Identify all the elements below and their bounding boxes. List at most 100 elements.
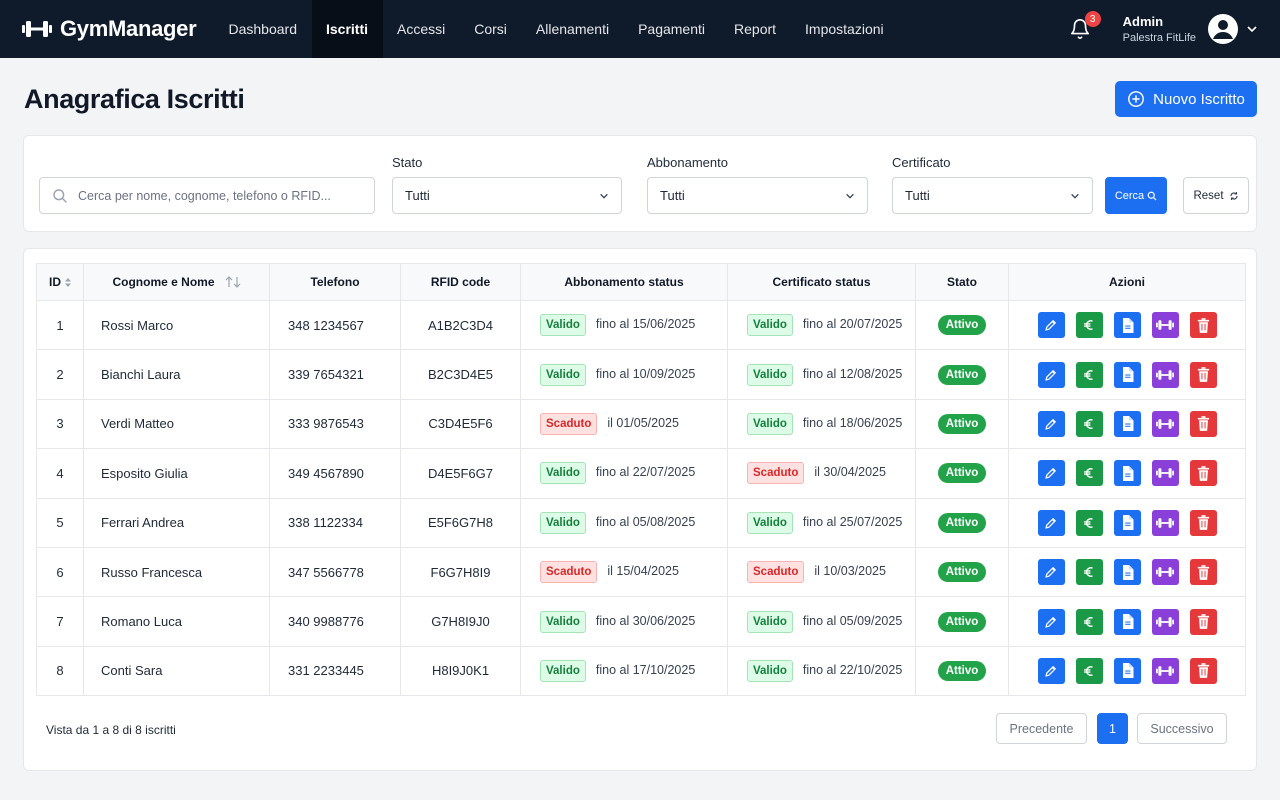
delete-button[interactable] <box>1189 509 1217 536</box>
notifications-button[interactable]: 3 <box>1069 11 1101 41</box>
workout-button[interactable] <box>1151 460 1179 487</box>
search-field[interactable] <box>39 177 375 214</box>
document-button[interactable] <box>1113 361 1141 388</box>
col-id[interactable]: ID <box>36 263 84 301</box>
search-button[interactable]: Cerca <box>1105 177 1167 214</box>
new-member-label: Nuovo Iscritto <box>1153 90 1245 108</box>
table-header-row: ID Cognome e Nome Telefono RFID code Abb… <box>36 263 1246 301</box>
document-icon <box>1121 663 1134 679</box>
table-row[interactable]: 4 Esposito Giulia 349 4567890 D4E5F6G7 Valid… <box>36 448 1246 499</box>
euro-icon <box>1082 564 1096 580</box>
table-row[interactable]: 7 Romano Luca 340 9988776 G7H8I9J0 Valido fin… <box>36 596 1246 647</box>
delete-button[interactable] <box>1189 657 1217 684</box>
filter-abbonamento-select[interactable]: Tutti <box>647 177 868 214</box>
col-name[interactable]: Cognome e Nome <box>83 263 270 301</box>
next-page-button[interactable]: Successivo <box>1137 713 1227 744</box>
document-icon <box>1121 564 1134 580</box>
cell-phone: 331 2233445 <box>269 646 401 697</box>
payment-button[interactable] <box>1075 312 1103 339</box>
search-input[interactable] <box>78 188 358 203</box>
cell-actions <box>1008 498 1246 548</box>
filter-certificato-select[interactable]: Tutti <box>892 177 1093 214</box>
document-button[interactable] <box>1113 559 1141 586</box>
edit-button[interactable] <box>1037 361 1065 388</box>
edit-button[interactable] <box>1037 410 1065 437</box>
topbar-right: 3 Admin Palestra FitLife <box>1069 0 1258 58</box>
edit-button[interactable] <box>1037 312 1065 339</box>
cell-phone: 338 1122334 <box>269 498 401 548</box>
delete-button[interactable] <box>1189 460 1217 487</box>
state-pill: Attivo <box>937 413 987 434</box>
nav-impostazioni[interactable]: Impostazioni <box>805 21 884 37</box>
workout-button[interactable] <box>1151 657 1179 684</box>
cell-rfid: A1B2C3D4 <box>400 300 521 351</box>
document-button[interactable] <box>1113 608 1141 635</box>
table-row[interactable]: 1 Rossi Marco 348 1234567 A1B2C3D4 Valido fin… <box>36 300 1246 351</box>
nav-corsi[interactable]: Corsi <box>474 21 507 37</box>
table-row[interactable]: 5 Ferrari Andrea 338 1122334 E5F6G7H8 Valido… <box>36 498 1246 548</box>
payment-button[interactable] <box>1075 509 1103 536</box>
cell-phone: 333 9876543 <box>269 399 401 450</box>
edit-icon <box>1044 466 1058 480</box>
document-button[interactable] <box>1113 460 1141 487</box>
edit-button[interactable] <box>1037 559 1065 586</box>
user-info[interactable]: Admin Palestra FitLife <box>1123 14 1196 44</box>
nav-accessi[interactable]: Accessi <box>397 21 446 37</box>
chevron-down-icon[interactable] <box>1246 23 1258 35</box>
edit-button[interactable] <box>1037 657 1065 684</box>
table-row[interactable]: 6 Russo Francesca 347 5566778 F6G7H8I9 Scadu… <box>36 547 1246 598</box>
payment-button[interactable] <box>1075 361 1103 388</box>
search-icon <box>1147 191 1157 200</box>
payment-button[interactable] <box>1075 460 1103 487</box>
new-member-button[interactable]: Nuovo Iscritto <box>1115 81 1257 117</box>
nav-pagamenti[interactable]: Pagamenti <box>638 21 706 37</box>
nav-iscritti[interactable]: Iscritti <box>311 0 383 58</box>
page-1-button[interactable]: 1 <box>1097 713 1128 744</box>
nav-dashboard[interactable]: Dashboard <box>228 21 298 37</box>
cell-cert-status: Valido fino al 25/07/2025 <box>727 498 916 548</box>
reset-button[interactable]: Reset <box>1183 177 1249 214</box>
euro-icon <box>1082 317 1096 333</box>
sort-icon <box>225 276 240 288</box>
brand[interactable]: GymManager <box>0 16 214 42</box>
document-button[interactable] <box>1113 509 1141 536</box>
nav-report[interactable]: Report <box>734 21 777 37</box>
workout-button[interactable] <box>1151 312 1179 339</box>
edit-button[interactable] <box>1037 509 1065 536</box>
workout-button[interactable] <box>1151 608 1179 635</box>
cell-name: Esposito Giulia <box>83 448 270 499</box>
cell-abb-status: Valido fino al 15/06/2025 <box>520 300 728 351</box>
user-avatar-icon[interactable] <box>1208 14 1238 44</box>
document-button[interactable] <box>1113 657 1141 684</box>
status-badge: Valido <box>747 363 793 386</box>
status-badge: Scaduto <box>540 561 598 584</box>
edit-button[interactable] <box>1037 608 1065 635</box>
payment-button[interactable] <box>1075 608 1103 635</box>
cell-name: Verdi Matteo <box>83 399 270 450</box>
table-row[interactable]: 2 Bianchi Laura 339 7654321 B2C3D4E5 Valido f… <box>36 349 1246 400</box>
payment-button[interactable] <box>1075 410 1103 437</box>
table-row[interactable]: 8 Conti Sara 331 2233445 H8I9J0K1 Valido fino… <box>36 646 1246 697</box>
cert-date: fino al 05/09/2025 <box>802 613 903 628</box>
payment-button[interactable] <box>1075 559 1103 586</box>
workout-button[interactable] <box>1151 509 1179 536</box>
workout-button[interactable] <box>1151 559 1179 586</box>
filter-stato-select[interactable]: Tutti <box>392 177 622 214</box>
document-icon <box>1121 317 1134 333</box>
delete-button[interactable] <box>1189 559 1217 586</box>
payment-button[interactable] <box>1075 657 1103 684</box>
delete-button[interactable] <box>1189 361 1217 388</box>
nav-allenamenti[interactable]: Allenamenti <box>535 21 610 37</box>
main-nav: Dashboard Iscritti Accessi Corsi Allenam… <box>214 0 898 58</box>
document-button[interactable] <box>1113 410 1141 437</box>
edit-button[interactable] <box>1037 460 1065 487</box>
trash-icon <box>1197 515 1210 531</box>
document-button[interactable] <box>1113 312 1141 339</box>
delete-button[interactable] <box>1189 410 1217 437</box>
delete-button[interactable] <box>1189 312 1217 339</box>
table-row[interactable]: 3 Verdi Matteo 333 9876543 C3D4E5F6 Scaduto i… <box>36 399 1246 450</box>
delete-button[interactable] <box>1189 608 1217 635</box>
previous-page-button[interactable]: Precedente <box>996 713 1087 744</box>
workout-button[interactable] <box>1151 410 1179 437</box>
workout-button[interactable] <box>1151 361 1179 388</box>
